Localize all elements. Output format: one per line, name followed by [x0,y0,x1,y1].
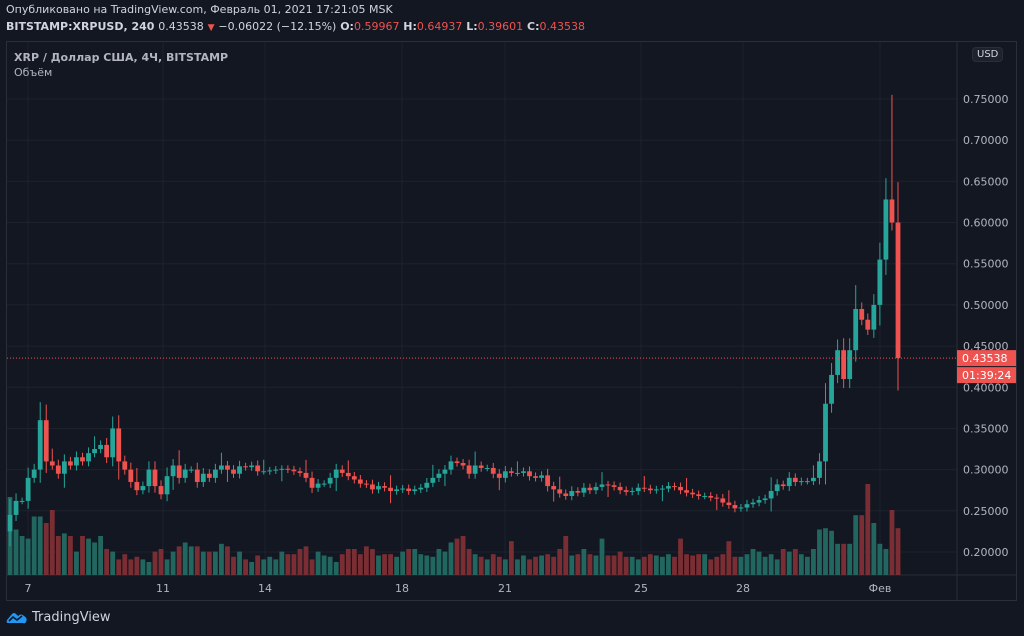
svg-text:0.70000: 0.70000 [963,134,1009,147]
open-value: 0.59967 [353,20,400,33]
svg-text:11: 11 [156,582,170,595]
high-label: H: [403,20,417,33]
svg-text:0.20000: 0.20000 [963,546,1009,559]
currency-button[interactable]: USD [972,47,1004,62]
high-value: 0.64937 [416,20,463,33]
svg-text:0.40000: 0.40000 [963,381,1009,394]
svg-text:21: 21 [498,582,512,595]
svg-text:0.45000: 0.45000 [963,340,1009,353]
brand-name: TradingView [32,610,111,625]
svg-text:0.75000: 0.75000 [963,93,1009,106]
svg-text:0.50000: 0.50000 [963,299,1009,312]
chart-legend-title: XRP / Доллар США, 4Ч, BITSTAMP [14,51,229,64]
close-value: 0.43538 [539,20,586,33]
svg-text:Фев: Фев [869,582,892,595]
close-label: C: [527,20,540,33]
last-price: 0.43538 [158,20,204,33]
symbol-info: BITSTAMP:XRPUSD, 240 0.43538 ▼ −0.06022 … [6,20,585,33]
published-info: Опубликовано на TradingView.com, Февраль… [6,3,393,16]
svg-text:28: 28 [736,582,750,595]
tradingview-cloud-icon [6,612,27,623]
svg-text:7: 7 [25,582,32,595]
svg-text:0.25000: 0.25000 [963,505,1009,518]
svg-text:0.55000: 0.55000 [963,258,1009,271]
down-arrow-icon: ▼ [207,23,215,33]
svg-text:14: 14 [258,582,272,595]
svg-text:18: 18 [395,582,409,595]
countdown-label: 01:39:24 [962,369,1011,382]
low-value: 0.39601 [477,20,524,33]
svg-text:0.35000: 0.35000 [963,422,1009,435]
svg-text:25: 25 [634,582,648,595]
svg-text:0.30000: 0.30000 [963,464,1009,477]
low-label: L: [466,20,478,33]
tradingview-logo[interactable]: TradingView [6,610,111,625]
last-price-label: 0.43538 [962,352,1008,365]
chart-frame[interactable] [6,41,1017,601]
symbol-name: BITSTAMP:XRPUSD, 240 [6,20,155,33]
open-label: O: [340,20,354,33]
svg-text:0.65000: 0.65000 [963,175,1009,188]
svg-text:0.60000: 0.60000 [963,217,1009,230]
price-change: −0.06022 (−12.15%) [218,20,337,33]
volume-legend: Объём [14,66,53,79]
